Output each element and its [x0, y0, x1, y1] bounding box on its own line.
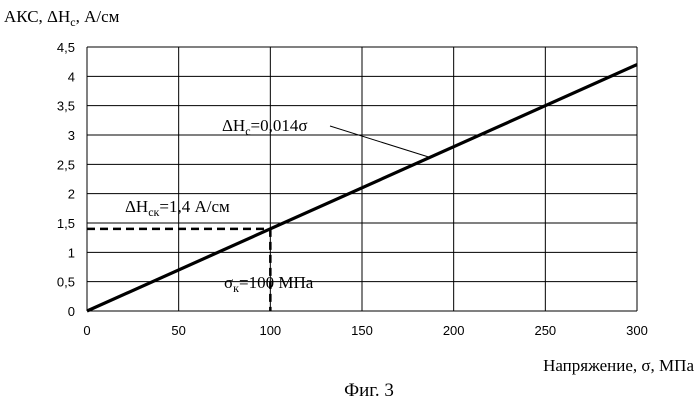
y-axis-label: АКС, ΔHc, А/см: [4, 7, 120, 29]
x-tick-label-3: 150: [351, 323, 373, 338]
x-tick-label-4: 200: [443, 323, 465, 338]
figure-caption: Фиг. 3: [344, 380, 394, 401]
y-tick-label-5: 2,5: [57, 157, 75, 172]
x-tick-label-0: 0: [83, 323, 90, 338]
x-tick-label-1: 50: [171, 323, 185, 338]
y-tick-label-3: 1,5: [57, 216, 75, 231]
y-tick-label-8: 4: [68, 69, 75, 84]
line-formula-annotation: ΔHc=0,014σ: [222, 116, 308, 138]
y-tick-label-0: 0: [68, 304, 75, 319]
y-tick-label-6: 3: [68, 128, 75, 143]
y-tick-label-1: 0,5: [57, 275, 75, 290]
formula-leader-line: [330, 126, 430, 157]
ref-x-annotation: σк=100 МПа: [224, 273, 314, 295]
x-tick-labels: 0 50 100 150 200 250 300: [83, 323, 647, 338]
y-tick-label-9: 4,5: [57, 40, 75, 55]
y-tick-labels: 0 0,5 1 1,5 2 2,5 3 3,5 4 4,5: [57, 40, 75, 319]
y-tick-label-7: 3,5: [57, 99, 75, 114]
x-axis-label: Напряжение, σ, МПа: [543, 356, 694, 375]
ref-y-annotation: ΔHск=1,4 А/см: [125, 197, 230, 219]
x-tick-label-5: 250: [534, 323, 556, 338]
x-tick-label-6: 300: [626, 323, 648, 338]
x-tick-label-2: 100: [259, 323, 281, 338]
grid: [87, 47, 637, 311]
y-tick-label-2: 1: [68, 245, 75, 260]
y-tick-label-4: 2: [68, 187, 75, 202]
